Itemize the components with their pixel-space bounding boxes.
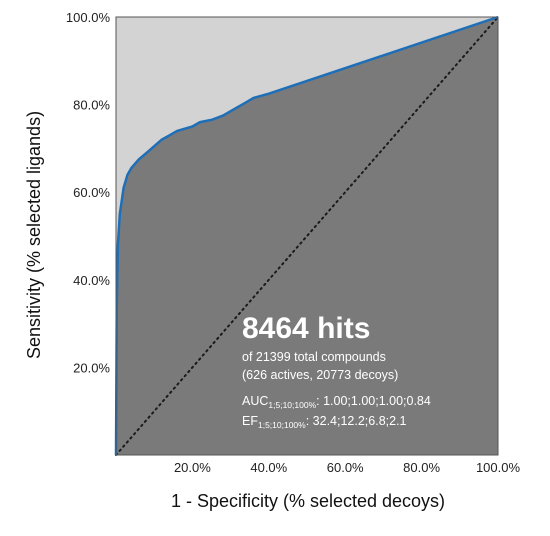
- auc-text: AUC1;5;10;100%: 1.00;1.00;1.00;0.84: [242, 394, 431, 410]
- total-compounds-text: of 21399 total compounds: [242, 350, 386, 364]
- random-diagonal-line: [115, 16, 499, 456]
- stats-annotation: 8464 hits of 21399 total compounds (626 …: [242, 312, 431, 430]
- x-tick-label: 40.0%: [250, 460, 287, 475]
- x-tick-label: 80.0%: [403, 460, 440, 475]
- x-axis-title: 1 - Specificity (% selected decoys): [171, 491, 445, 511]
- y-tick-label: 40.0%: [73, 273, 110, 288]
- plot-area: [114, 15, 499, 456]
- hits-count: 8464 hits: [242, 312, 370, 345]
- actives-decoys-text: (626 actives, 20773 decoys): [242, 368, 398, 382]
- y-tick-label: 100.0%: [66, 10, 111, 25]
- y-tick-label: 80.0%: [73, 98, 110, 113]
- y-axis-title: Sensitivity (% selected ligands): [24, 111, 44, 359]
- auc-label: AUC: [242, 394, 268, 408]
- x-tick-label: 20.0%: [174, 460, 211, 475]
- ef-label: EF: [242, 414, 258, 428]
- x-tick-label: 100.0%: [476, 460, 521, 475]
- roc-curve-line: [114, 15, 499, 456]
- plot-frame: [115, 16, 499, 456]
- y-tick-label: 60.0%: [73, 185, 110, 200]
- ef-values: : 32.4;12.2;6.8;2.1: [306, 414, 407, 428]
- axis-ticks: 20.0% 40.0% 60.0% 80.0% 100.0% 20.0% 40.0% 60.0…: [66, 10, 521, 475]
- auc-subscript: 1;5;10;100%: [268, 400, 316, 410]
- auc-values: : 1.00;1.00;1.00;0.84: [316, 394, 431, 408]
- ef-text: EF1;5;10;100%: 32.4;12.2;6.8;2.1: [242, 414, 407, 430]
- x-tick-label: 60.0%: [327, 460, 364, 475]
- y-tick-label: 20.0%: [73, 360, 110, 375]
- ef-subscript: 1;5;10;100%: [258, 420, 306, 430]
